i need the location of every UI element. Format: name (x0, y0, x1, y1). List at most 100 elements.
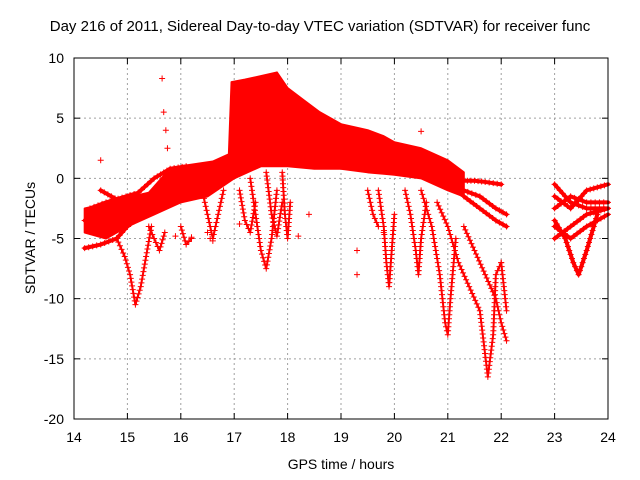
data-point (231, 169, 238, 176)
data-point (97, 241, 104, 248)
data-point (147, 178, 154, 185)
data-point (491, 292, 498, 299)
data-point (441, 216, 448, 223)
data-point (567, 193, 574, 200)
data-point (161, 229, 168, 236)
data-point (578, 263, 585, 270)
data-point (239, 202, 246, 209)
data-point (115, 239, 122, 246)
data-point (489, 288, 496, 295)
data-point (203, 207, 210, 214)
outlier-point (418, 128, 425, 135)
data-point (422, 203, 429, 210)
data-point (379, 215, 386, 222)
data-point (146, 206, 153, 213)
data-point (434, 259, 441, 266)
data-point (277, 210, 284, 217)
data-point (81, 245, 88, 252)
data-point (151, 235, 158, 242)
data-point (467, 287, 474, 294)
x-tick-label: 15 (120, 429, 136, 445)
data-point (434, 255, 441, 262)
data-point (199, 187, 206, 194)
data-point (567, 235, 574, 242)
data-point (424, 207, 431, 214)
x-tick-label: 20 (387, 429, 403, 445)
data-point (601, 206, 608, 213)
data-point (579, 203, 586, 210)
data-point (113, 217, 120, 224)
data-point (409, 227, 416, 234)
data-point (501, 330, 508, 337)
data-point (471, 247, 478, 254)
data-point (367, 199, 374, 206)
data-point (247, 175, 254, 182)
data-point (101, 221, 108, 228)
data-point (241, 217, 248, 224)
data-point (576, 267, 583, 274)
data-point (141, 264, 148, 271)
data-point (444, 223, 451, 230)
data-point (434, 199, 441, 206)
data-point (276, 218, 283, 225)
data-point (438, 209, 445, 216)
data-point (236, 187, 243, 194)
data-point (405, 203, 412, 210)
data-point (499, 323, 506, 330)
data-point (477, 261, 484, 268)
data-point (183, 241, 190, 248)
data-point (572, 263, 579, 270)
data-point (97, 187, 104, 194)
data-point (571, 194, 578, 201)
data-point (256, 235, 263, 242)
data-point (468, 240, 475, 247)
data-point (500, 326, 507, 333)
data-point (421, 199, 428, 206)
data-point (126, 267, 133, 274)
data-point (119, 199, 126, 206)
outlier-point (204, 229, 211, 236)
data-point (127, 275, 134, 282)
data-point (554, 233, 561, 240)
data-point (559, 190, 566, 197)
data-point (143, 253, 150, 260)
data-point (370, 211, 377, 218)
data-point (570, 233, 577, 240)
outlier-point (354, 247, 361, 254)
data-point (140, 268, 147, 275)
data-point (141, 261, 148, 268)
data-point (555, 224, 562, 231)
data-point (489, 215, 496, 222)
data-point (215, 176, 222, 183)
data-point (204, 181, 211, 188)
data-point (445, 227, 452, 234)
data-point (136, 287, 143, 294)
data-point (143, 209, 150, 216)
outlier-point (159, 75, 166, 82)
data-point (435, 202, 442, 209)
data-point (270, 218, 277, 225)
data-point (249, 187, 255, 194)
data-point (468, 190, 475, 197)
data-point (130, 290, 137, 297)
data-point (376, 195, 383, 202)
data-point (158, 240, 165, 247)
data-point (131, 190, 138, 197)
data-point (426, 215, 433, 222)
data-point (144, 246, 151, 253)
data-point (421, 215, 428, 222)
data-point (143, 249, 150, 256)
y-tick-label: -15 (44, 351, 64, 367)
data-point (567, 199, 574, 206)
data-point (373, 219, 380, 226)
data-point (587, 186, 594, 193)
data-point (466, 283, 473, 290)
data-point (111, 195, 118, 202)
data-point (482, 178, 489, 185)
data-point (178, 227, 185, 234)
data-point (575, 271, 582, 278)
data-point (205, 215, 212, 222)
data-point (371, 215, 378, 222)
data-point (455, 259, 462, 266)
data-point (480, 207, 487, 214)
